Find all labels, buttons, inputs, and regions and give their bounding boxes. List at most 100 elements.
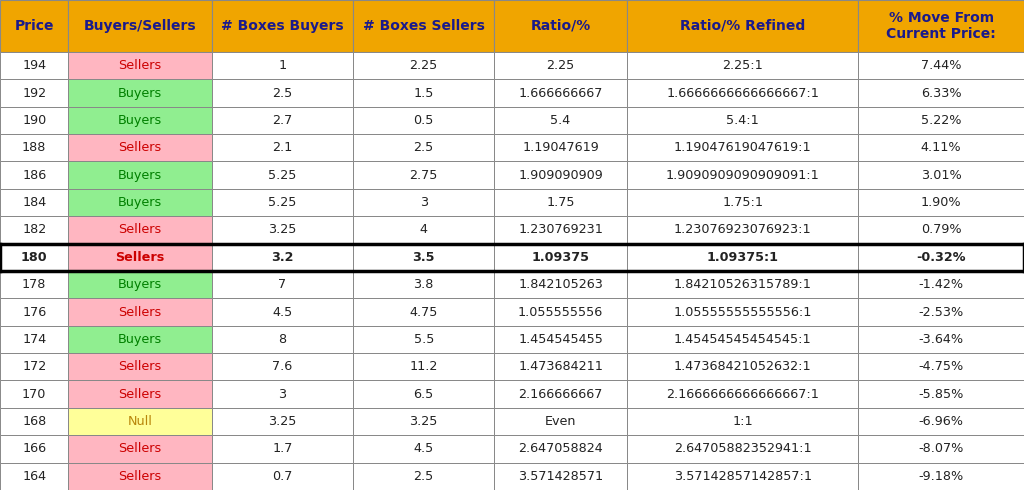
Text: 194: 194 — [23, 59, 46, 72]
Text: 7.44%: 7.44% — [921, 59, 962, 72]
Text: 2.5: 2.5 — [414, 470, 434, 483]
Bar — [353, 216, 495, 244]
Bar — [212, 463, 353, 490]
Text: 1.055555556: 1.055555556 — [518, 306, 603, 318]
Bar — [69, 107, 212, 134]
Text: -2.53%: -2.53% — [919, 306, 964, 318]
Bar — [858, 381, 1024, 408]
Text: 188: 188 — [23, 141, 46, 154]
Text: 2.647058824: 2.647058824 — [518, 442, 603, 455]
Bar — [212, 189, 353, 216]
Text: -3.64%: -3.64% — [919, 333, 964, 346]
Bar — [495, 408, 627, 435]
Bar — [0, 162, 69, 189]
Text: Sellers: Sellers — [119, 442, 162, 455]
Bar — [495, 353, 627, 381]
Text: 3.8: 3.8 — [414, 278, 434, 291]
Text: 2.64705882352941:1: 2.64705882352941:1 — [674, 442, 811, 455]
Bar — [69, 435, 212, 463]
Text: Sellers: Sellers — [119, 59, 162, 72]
Bar — [69, 381, 212, 408]
Text: 3.25: 3.25 — [268, 223, 297, 237]
Bar — [495, 435, 627, 463]
Text: 0.5: 0.5 — [414, 114, 434, 127]
Bar — [212, 326, 353, 353]
Bar — [858, 216, 1024, 244]
Text: 1.45454545454545:1: 1.45454545454545:1 — [674, 333, 811, 346]
Text: 1.5: 1.5 — [414, 87, 434, 99]
Bar — [858, 408, 1024, 435]
Bar — [0, 107, 69, 134]
Text: 2.25: 2.25 — [547, 59, 574, 72]
Text: 4.11%: 4.11% — [921, 141, 962, 154]
Text: 5.25: 5.25 — [268, 196, 297, 209]
Bar — [858, 298, 1024, 326]
Text: 1.230769231: 1.230769231 — [518, 223, 603, 237]
Bar — [69, 134, 212, 162]
Bar — [858, 326, 1024, 353]
Bar — [0, 381, 69, 408]
Bar — [627, 463, 858, 490]
Text: Buyers: Buyers — [118, 169, 162, 182]
Bar — [353, 271, 495, 298]
Bar — [212, 298, 353, 326]
Bar — [353, 107, 495, 134]
Text: 4.75: 4.75 — [410, 306, 438, 318]
Text: 192: 192 — [23, 87, 46, 99]
Text: 1.75: 1.75 — [546, 196, 574, 209]
Bar — [212, 0, 353, 52]
Text: 3: 3 — [420, 196, 428, 209]
Text: Price: Price — [14, 19, 54, 33]
Bar — [0, 435, 69, 463]
Bar — [353, 381, 495, 408]
Text: 2.1: 2.1 — [272, 141, 293, 154]
Bar — [858, 244, 1024, 271]
Text: -6.96%: -6.96% — [919, 415, 964, 428]
Bar — [495, 134, 627, 162]
Bar — [212, 381, 353, 408]
Bar — [212, 216, 353, 244]
Text: 1.9090909090909091:1: 1.9090909090909091:1 — [666, 169, 819, 182]
Text: 11.2: 11.2 — [410, 360, 438, 373]
Bar — [353, 298, 495, 326]
Text: 4: 4 — [420, 223, 428, 237]
Bar — [627, 107, 858, 134]
Bar — [858, 435, 1024, 463]
Bar — [0, 463, 69, 490]
Text: # Boxes Sellers: # Boxes Sellers — [362, 19, 484, 33]
Bar — [495, 107, 627, 134]
Bar — [212, 244, 353, 271]
Bar — [353, 326, 495, 353]
Text: 182: 182 — [23, 223, 46, 237]
Bar — [0, 408, 69, 435]
Bar — [353, 52, 495, 79]
Bar — [69, 408, 212, 435]
Text: 178: 178 — [23, 278, 46, 291]
Text: 3.25: 3.25 — [268, 415, 297, 428]
Bar — [69, 298, 212, 326]
Bar — [353, 189, 495, 216]
Text: 4.5: 4.5 — [414, 442, 434, 455]
Text: 1.84210526315789:1: 1.84210526315789:1 — [674, 278, 812, 291]
Bar — [0, 52, 69, 79]
Text: 164: 164 — [23, 470, 46, 483]
Bar — [858, 134, 1024, 162]
Bar — [353, 162, 495, 189]
Bar — [353, 463, 495, 490]
Bar — [69, 326, 212, 353]
Text: 1: 1 — [279, 59, 287, 72]
Text: Null: Null — [128, 415, 153, 428]
Text: 2.7: 2.7 — [272, 114, 293, 127]
Text: 3.2: 3.2 — [271, 251, 294, 264]
Text: 0.79%: 0.79% — [921, 223, 962, 237]
Bar — [858, 107, 1024, 134]
Bar — [627, 353, 858, 381]
Text: -0.32%: -0.32% — [916, 251, 966, 264]
Text: 6.33%: 6.33% — [921, 87, 962, 99]
Text: 3.571428571: 3.571428571 — [518, 470, 603, 483]
Bar — [627, 52, 858, 79]
Text: Buyers: Buyers — [118, 87, 162, 99]
Bar — [353, 0, 495, 52]
Text: Buyers: Buyers — [118, 333, 162, 346]
Text: 1.666666667: 1.666666667 — [518, 87, 603, 99]
